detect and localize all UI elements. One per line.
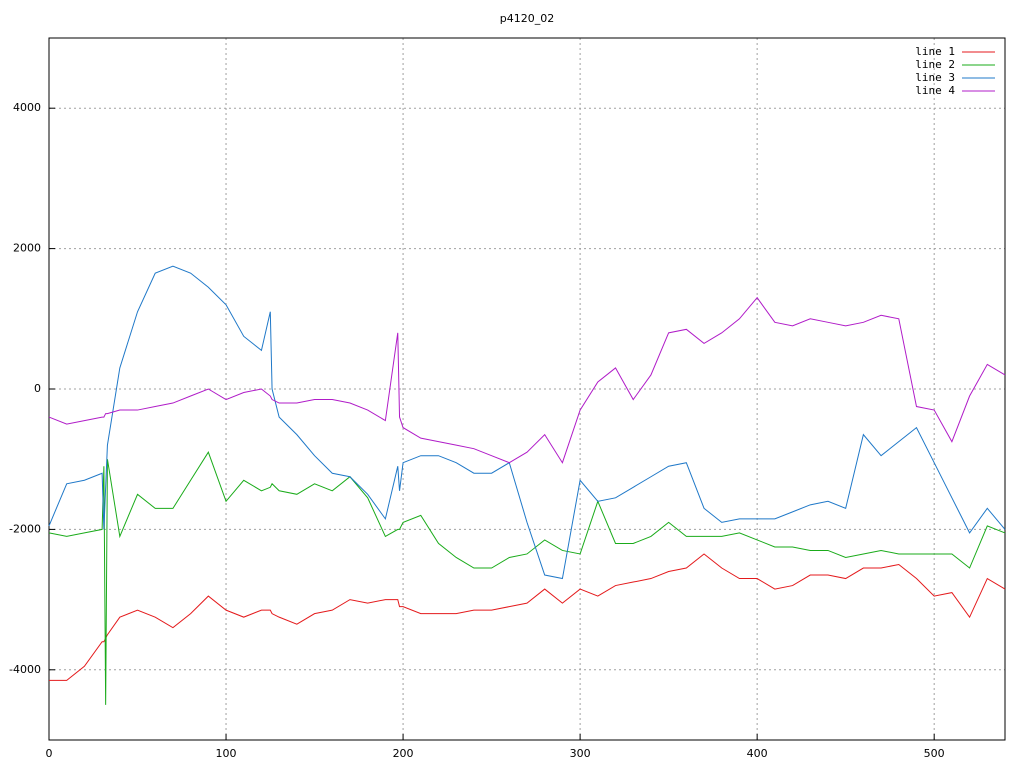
legend-label: line 2 — [915, 58, 955, 71]
y-tick-label: -2000 — [9, 522, 41, 535]
x-tick-label: 200 — [393, 747, 414, 760]
series-line — [48, 265, 1006, 580]
legend-label: line 4 — [915, 84, 955, 97]
y-tick-label: -4000 — [9, 663, 41, 676]
plot-frame — [48, 37, 1006, 741]
y-tick-label: 0 — [34, 382, 41, 395]
x-tick-label: 0 — [46, 747, 53, 760]
x-tick-label: 400 — [747, 747, 768, 760]
x-tick-label: 500 — [924, 747, 945, 760]
y-tick-label: 4000 — [13, 101, 41, 114]
series-line — [48, 296, 1006, 464]
series-line — [48, 451, 1006, 705]
y-tick-label: 2000 — [13, 242, 41, 255]
legend-label: line 1 — [915, 45, 955, 58]
series-line — [49, 553, 1006, 681]
legend-label: line 3 — [915, 71, 955, 84]
chart-title: p4120_02 — [500, 12, 554, 25]
x-tick-label: 300 — [570, 747, 591, 760]
x-tick-label: 100 — [216, 747, 237, 760]
